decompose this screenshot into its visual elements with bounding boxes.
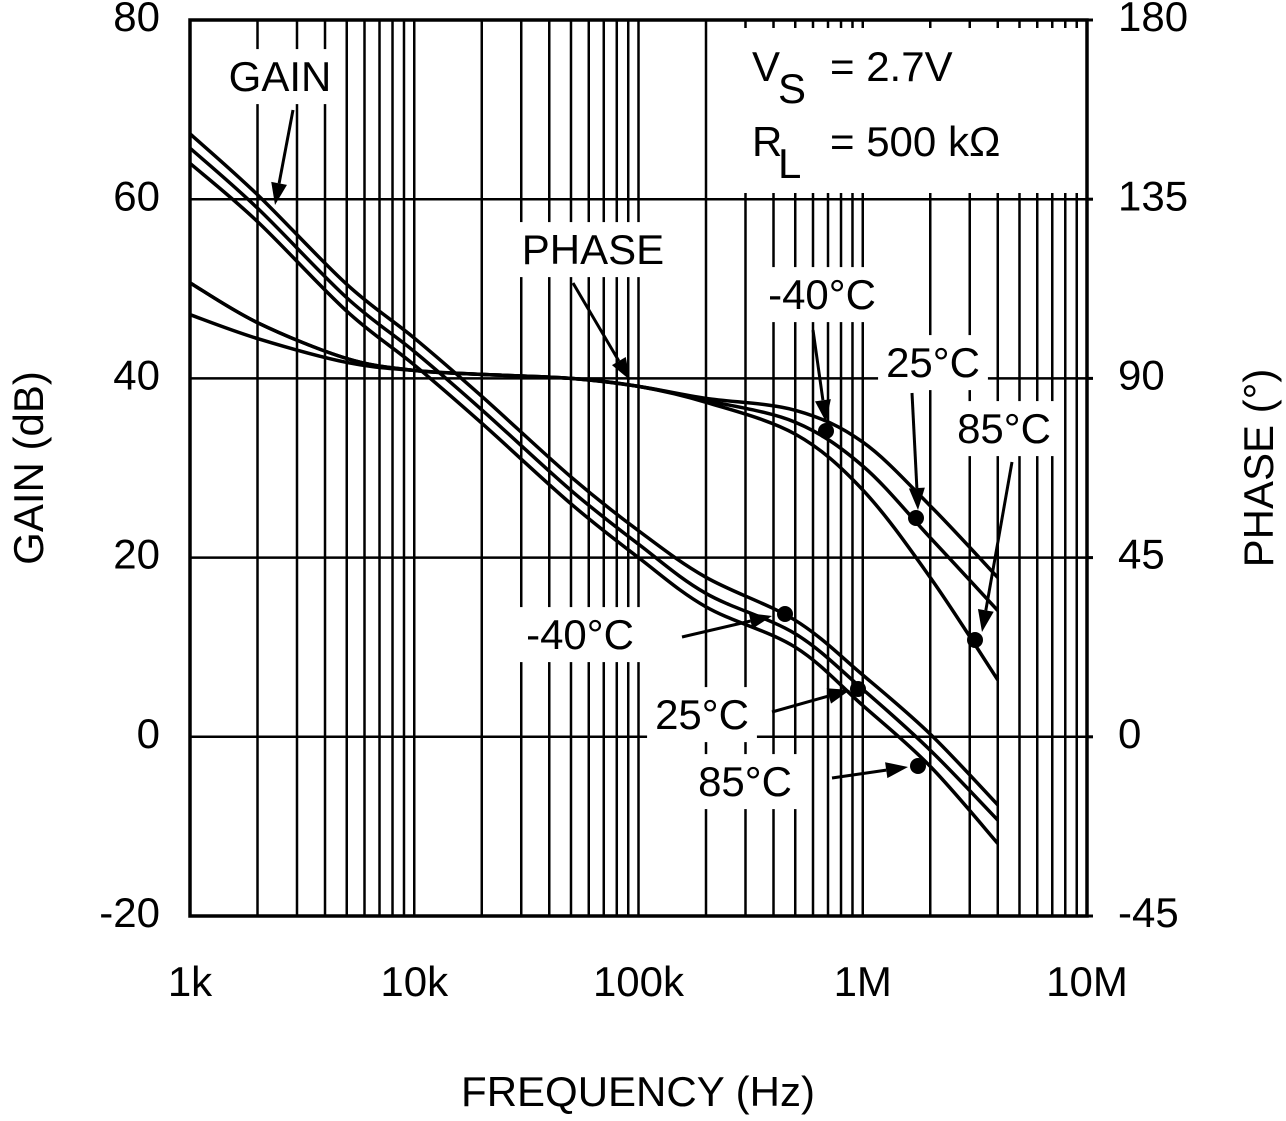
arrow-head [885, 762, 908, 779]
arrow-shaft [984, 461, 1014, 611]
condition-subscript: S [778, 65, 806, 112]
arrow-head [611, 356, 630, 380]
condition-text: = 500 kΩ [830, 118, 1000, 165]
annotation: 85°C [698, 758, 792, 805]
y-tick-label: -20 [99, 889, 160, 936]
annotation-bg [220, 49, 340, 105]
annotation-bg [513, 222, 673, 278]
y2-tick-label: -45 [1118, 889, 1179, 936]
gain-curve [188, 132, 1000, 807]
annotation-bg [647, 687, 757, 743]
arrow-shaft [910, 392, 919, 489]
marker-dot [967, 632, 983, 648]
x-axis-title: FREQUENCY (Hz) [461, 1068, 815, 1115]
condition-symbol: R [752, 118, 782, 165]
arrow-shaft [831, 768, 887, 780]
annotation: -40°C [768, 271, 876, 318]
y2-tick-label: 45 [1118, 531, 1165, 578]
marker-dot [910, 758, 926, 774]
y-tick-label: 80 [113, 0, 160, 40]
marker-dot [777, 606, 793, 622]
phase-curve [189, 281, 1000, 579]
arrow-shaft [771, 694, 830, 714]
arrow-shaft [811, 329, 825, 401]
x-tick-label: 1M [834, 958, 892, 1005]
phase-curve [189, 281, 1000, 612]
gain-curve [188, 162, 1000, 845]
y-axis-title: GAIN (dB) [5, 371, 52, 565]
y2-tick-label: 135 [1118, 172, 1188, 219]
phase-curve [189, 313, 1000, 681]
arrow-head [977, 608, 994, 632]
arrow-head [908, 487, 925, 510]
annotation-bg [518, 607, 642, 663]
y-tick-label: 20 [113, 531, 160, 578]
arrow-shaft [277, 109, 295, 184]
y2-axis-title: PHASE (°) [1235, 369, 1282, 568]
y2-tick-label: 180 [1118, 0, 1188, 40]
y2-tick-label: 90 [1118, 351, 1165, 398]
annotation-bg [949, 401, 1059, 457]
arrow-shaft [571, 282, 621, 362]
arrow-head [748, 613, 772, 629]
arrow-head [815, 399, 831, 422]
y-tick-label: 40 [113, 351, 160, 398]
marker-dot [850, 681, 866, 697]
y2-tick-label: 0 [1118, 710, 1141, 757]
annotation: 25°C [655, 691, 749, 738]
x-tick-label: 1k [168, 958, 213, 1005]
condition-text: = 2.7V [830, 43, 953, 90]
conditions-box [733, 28, 1083, 193]
x-tick-label: 100k [593, 958, 685, 1005]
y-tick-label: 60 [113, 172, 160, 219]
marker-dot [908, 510, 924, 526]
annotation: PHASE [522, 226, 664, 273]
annotation: 25°C [886, 339, 980, 386]
gain-curve [188, 146, 1000, 822]
annotation: GAIN [229, 53, 332, 100]
annotation: -40°C [526, 611, 634, 658]
arrow-head [271, 181, 287, 205]
arrow-shaft [681, 619, 751, 639]
condition-symbol: V [752, 43, 780, 90]
x-tick-label: 10k [380, 958, 449, 1005]
arrow-head [826, 688, 850, 704]
x-tick-label: 10M [1046, 958, 1128, 1005]
condition-subscript: L [778, 140, 801, 187]
plot-frame [188, 18, 1089, 918]
annotation-bg [878, 335, 988, 391]
y-tick-label: 0 [137, 710, 160, 757]
annotation-bg [690, 754, 800, 810]
marker-dot [818, 423, 834, 439]
annotation-bg [760, 267, 884, 323]
annotation: 85°C [957, 405, 1051, 452]
